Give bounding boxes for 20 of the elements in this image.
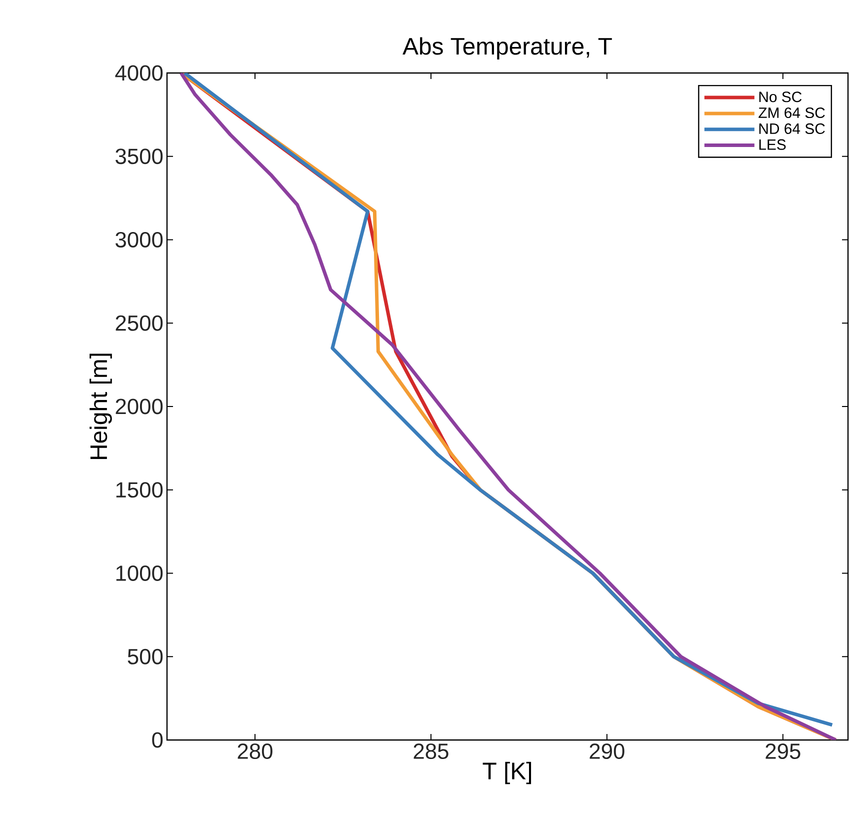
x-tick-label: 280 xyxy=(238,743,272,760)
y-tick-label: 1000 xyxy=(116,565,163,581)
y-axis-title: Height [m] xyxy=(90,354,112,459)
x-tick-label: 295 xyxy=(766,743,800,760)
legend-label: No SC xyxy=(759,92,802,102)
legend-label: ND 64 SC xyxy=(759,123,825,134)
x-axis-title: T [K] xyxy=(482,762,532,784)
x-tick-label: 290 xyxy=(590,743,624,760)
y-tick-label: 1500 xyxy=(116,482,163,498)
y-tick-label: 2500 xyxy=(116,315,163,331)
y-tick-label: 2000 xyxy=(116,398,163,414)
y-tick-label: 0 xyxy=(152,732,163,748)
y-tick-label: 3500 xyxy=(116,148,163,164)
y-tick-label: 3000 xyxy=(116,232,163,248)
chart-title: Abs Temperature, T xyxy=(402,37,612,60)
y-tick-label: 4000 xyxy=(115,65,163,81)
y-tick-label: 500 xyxy=(128,648,163,664)
legend-label: LES xyxy=(759,139,786,150)
legend-label: ZM 64 SC xyxy=(758,107,825,118)
x-tick-label: 285 xyxy=(414,743,448,760)
